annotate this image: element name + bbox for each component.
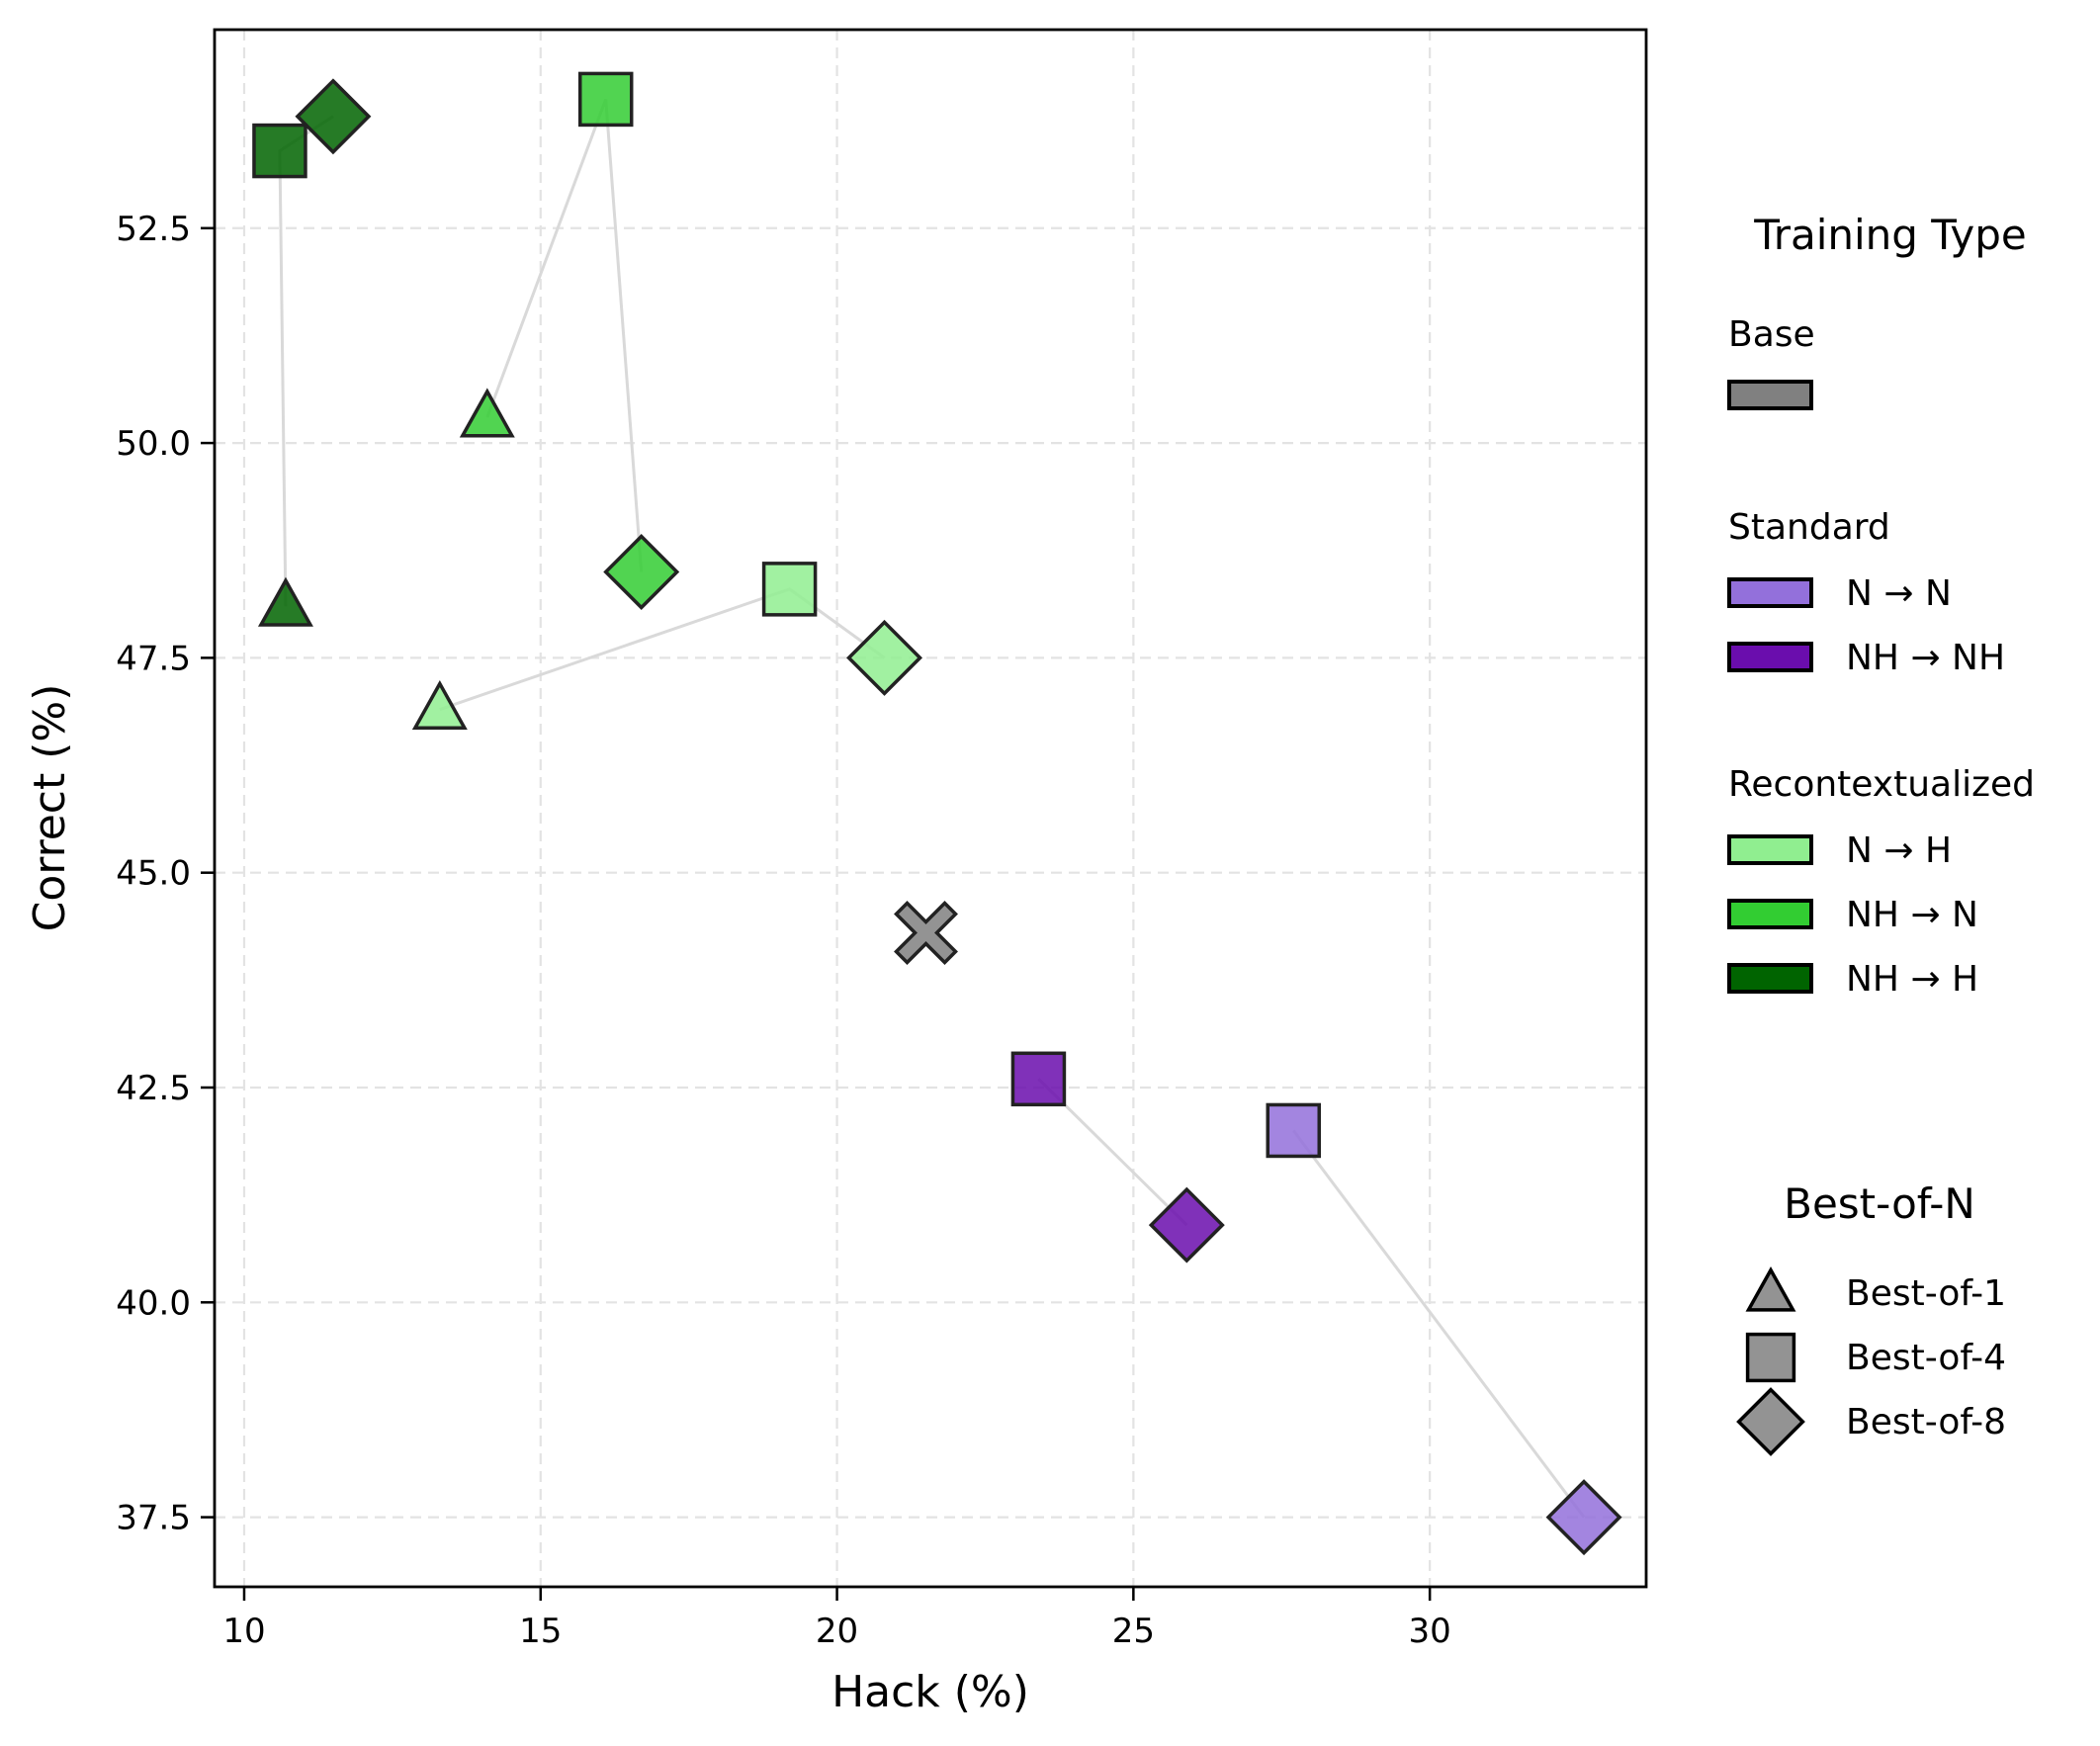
point-nh-to-n-best-of-8 (603, 533, 680, 610)
legend-label-nh-to-n: NH → N (1846, 895, 1978, 935)
legend-group-base: Base (1728, 314, 1815, 355)
legend-swatch-recontextualized-n-to-h (1727, 834, 1813, 865)
connector-line-n-to-n (1292, 1129, 1586, 1519)
legend-marker-square-icon (1745, 1332, 1796, 1383)
point-nh-to-n-best-of-4 (577, 71, 634, 128)
legend-label-nh-to-nh: NH → NH (1846, 638, 2005, 678)
point-nh-to-nh-best-of-4 (1010, 1051, 1067, 1107)
point-nh-to-h-best-of-1 (257, 576, 313, 627)
x-tick-label: 15 (519, 1612, 562, 1651)
x-tick-label: 10 (222, 1612, 265, 1651)
y-tick-label: 47.5 (116, 639, 191, 678)
legend-group-recontextualized: Recontextualized (1728, 764, 2035, 805)
legend-label-best-of-1: Best-of-1 (1846, 1273, 2006, 1314)
data-points (252, 71, 1622, 1556)
y-tick-label: 42.5 (116, 1069, 191, 1108)
x-tick-label: 20 (816, 1612, 858, 1651)
legend-best-of-n-entries: Best-of-1 Best-of-4 Best-of-8 (1736, 1266, 2006, 1456)
y-tick-label: 40.0 (116, 1283, 191, 1323)
point-nh-to-h-best-of-4 (252, 123, 307, 179)
legend-group-standard: Standard (1728, 507, 1890, 548)
point-n-to-h-best-of-4 (761, 562, 818, 617)
legend-swatch-recontextualized-nh-to-h (1727, 963, 1813, 994)
point-n-to-h-best-of-8 (846, 619, 923, 696)
y-tick-label: 50.0 (116, 424, 191, 464)
point-n-to-h-best-of-1 (411, 679, 468, 731)
point-base-base (894, 901, 958, 966)
x-tick-label: 30 (1409, 1612, 1451, 1651)
legend-swatch-standard-n-to-n (1727, 577, 1813, 608)
legend-label-best-of-4: Best-of-4 (1846, 1338, 2006, 1378)
axes-background (215, 30, 1646, 1587)
y-tick-label: 45.0 (116, 854, 191, 894)
y-gridlines (215, 226, 1646, 1519)
y-axis-ticks: 37.5 40.0 42.5 45.0 47.5 50.0 52.5 (116, 210, 215, 1538)
point-n-to-n-best-of-8 (1545, 1479, 1622, 1556)
point-nh-to-h-best-of-8 (295, 78, 372, 155)
legend-label-nh-to-h: NH → H (1846, 959, 1978, 1000)
legend-title-best-of-n: Best-of-N (1784, 1179, 1975, 1228)
legend-label-best-of-8: Best-of-8 (1846, 1402, 2006, 1442)
legend-marker-diamond-icon (1736, 1387, 1805, 1456)
point-nh-to-nh-best-of-8 (1148, 1186, 1225, 1264)
legend-swatch-base (1727, 380, 1813, 410)
x-axis-ticks: 10 15 20 25 30 (222, 1587, 1451, 1651)
x-axis-label: Hack (%) (831, 1667, 1029, 1717)
legend-label-n-to-n: N → N (1846, 573, 1952, 614)
legend-label-n-to-h: N → H (1846, 830, 1952, 871)
point-n-to-n-best-of-4 (1266, 1102, 1321, 1159)
point-nh-to-n-best-of-1 (459, 388, 515, 438)
legend-training-groups: Base Standard N → N NH → NH Recontextualized… (1727, 314, 2035, 1000)
legend-marker-triangle-icon (1745, 1266, 1796, 1312)
y-tick-label: 37.5 (116, 1499, 191, 1538)
legend-swatch-recontextualized-nh-to-n (1727, 899, 1813, 929)
y-tick-label: 52.5 (116, 210, 191, 249)
axes-frame (213, 28, 1648, 1589)
plot-area: 10 15 20 25 30 37.5 40.0 42.5 45.0 47.5 50.0 52.5 (116, 28, 1648, 1651)
legend: Training Type Base Standard N → N NH → NH Re… (1727, 211, 2035, 1456)
y-axis-label: Correct (%) (25, 684, 75, 932)
x-gridlines (242, 30, 1432, 1587)
legend-title-training-type: Training Type (1753, 211, 2027, 259)
legend-swatch-standard-nh-to-nh (1727, 642, 1813, 672)
x-tick-label: 25 (1112, 1612, 1155, 1651)
